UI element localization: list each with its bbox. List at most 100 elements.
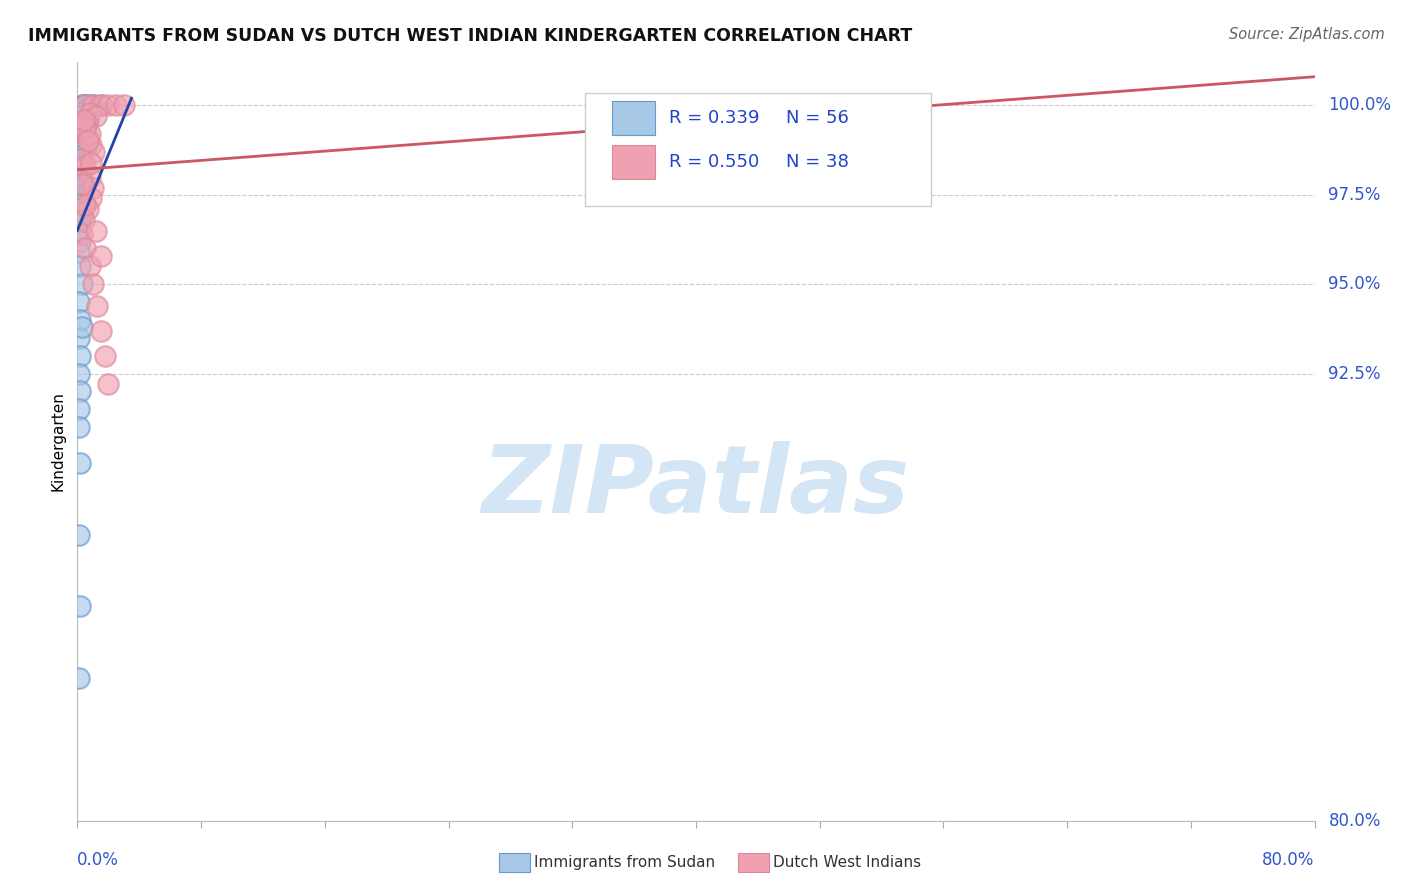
Text: IMMIGRANTS FROM SUDAN VS DUTCH WEST INDIAN KINDERGARTEN CORRELATION CHART: IMMIGRANTS FROM SUDAN VS DUTCH WEST INDI… xyxy=(28,27,912,45)
Point xyxy=(70,98,93,112)
Point xyxy=(69,456,91,470)
Point xyxy=(69,134,91,148)
Point xyxy=(70,137,93,152)
Point xyxy=(69,349,91,363)
Point xyxy=(67,187,90,202)
Text: N = 38: N = 38 xyxy=(786,153,849,171)
Point xyxy=(72,116,94,130)
Text: 95.0%: 95.0% xyxy=(1329,275,1381,293)
Point xyxy=(67,180,90,194)
Point xyxy=(80,137,103,152)
Point xyxy=(75,120,96,134)
Point xyxy=(67,152,90,166)
Point xyxy=(69,260,91,274)
Point xyxy=(75,98,96,112)
Point xyxy=(82,98,104,112)
Point xyxy=(67,671,90,685)
Point xyxy=(97,377,120,392)
Point xyxy=(67,198,90,212)
Point xyxy=(72,212,94,227)
Point xyxy=(67,367,90,381)
Point xyxy=(70,109,93,123)
Point xyxy=(80,155,103,169)
Point xyxy=(75,98,96,112)
Point xyxy=(67,162,90,177)
Point xyxy=(90,98,111,112)
Point xyxy=(70,191,93,205)
Text: R = 0.550: R = 0.550 xyxy=(669,153,759,171)
Point xyxy=(79,127,101,141)
Point xyxy=(75,198,96,212)
Text: 0.0%: 0.0% xyxy=(77,851,120,869)
Point xyxy=(70,320,93,334)
Point xyxy=(67,420,90,434)
Point xyxy=(86,299,108,313)
Text: ZIPatlas: ZIPatlas xyxy=(482,441,910,533)
Point xyxy=(77,202,100,216)
Point xyxy=(75,159,96,173)
Point xyxy=(79,260,101,274)
Point xyxy=(69,145,91,159)
Point xyxy=(97,98,120,112)
Text: 80.0%: 80.0% xyxy=(1329,812,1381,830)
Point xyxy=(67,245,90,260)
Point xyxy=(69,155,91,169)
Point xyxy=(112,98,135,112)
Point xyxy=(84,223,107,237)
Point xyxy=(75,98,96,112)
Point xyxy=(70,148,93,162)
Point xyxy=(67,527,90,541)
Point xyxy=(69,184,91,198)
Point xyxy=(75,141,96,155)
Point xyxy=(69,384,91,399)
Point xyxy=(94,349,117,363)
Point xyxy=(76,116,98,130)
Text: Source: ZipAtlas.com: Source: ZipAtlas.com xyxy=(1229,27,1385,42)
Text: Immigrants from Sudan: Immigrants from Sudan xyxy=(534,855,716,870)
Point xyxy=(70,227,93,241)
Point xyxy=(77,130,100,145)
Point xyxy=(76,102,98,116)
Point xyxy=(67,127,90,141)
Point xyxy=(69,105,91,120)
Point xyxy=(67,402,90,417)
Point xyxy=(67,331,90,345)
Point xyxy=(72,177,94,191)
Point xyxy=(72,98,94,112)
Point xyxy=(685,98,707,112)
FancyBboxPatch shape xyxy=(585,93,931,207)
Point xyxy=(90,324,111,338)
Point xyxy=(79,169,101,184)
Point xyxy=(79,105,101,120)
Point xyxy=(70,205,93,219)
Point xyxy=(90,249,111,263)
Point xyxy=(69,212,91,227)
Point xyxy=(69,599,91,613)
Text: 80.0%: 80.0% xyxy=(1263,851,1315,869)
Text: R = 0.339: R = 0.339 xyxy=(669,109,759,127)
Point xyxy=(82,277,104,292)
Point xyxy=(75,98,96,112)
Point xyxy=(69,169,91,184)
Point xyxy=(105,98,127,112)
Point xyxy=(72,130,94,145)
FancyBboxPatch shape xyxy=(612,145,655,179)
Point xyxy=(82,180,104,194)
Point xyxy=(67,295,90,310)
Point xyxy=(69,194,91,209)
Text: Dutch West Indians: Dutch West Indians xyxy=(773,855,921,870)
Point xyxy=(69,123,91,137)
Point xyxy=(77,134,100,148)
FancyBboxPatch shape xyxy=(612,101,655,135)
Point xyxy=(70,159,93,173)
Point xyxy=(80,191,103,205)
Point xyxy=(72,112,94,127)
Y-axis label: Kindergarten: Kindergarten xyxy=(51,392,66,491)
Point xyxy=(83,145,105,159)
Text: 97.5%: 97.5% xyxy=(1329,186,1381,203)
Point xyxy=(82,98,104,112)
Point xyxy=(77,112,100,127)
Text: N = 56: N = 56 xyxy=(786,109,849,127)
Point xyxy=(69,313,91,327)
Point xyxy=(90,98,111,112)
